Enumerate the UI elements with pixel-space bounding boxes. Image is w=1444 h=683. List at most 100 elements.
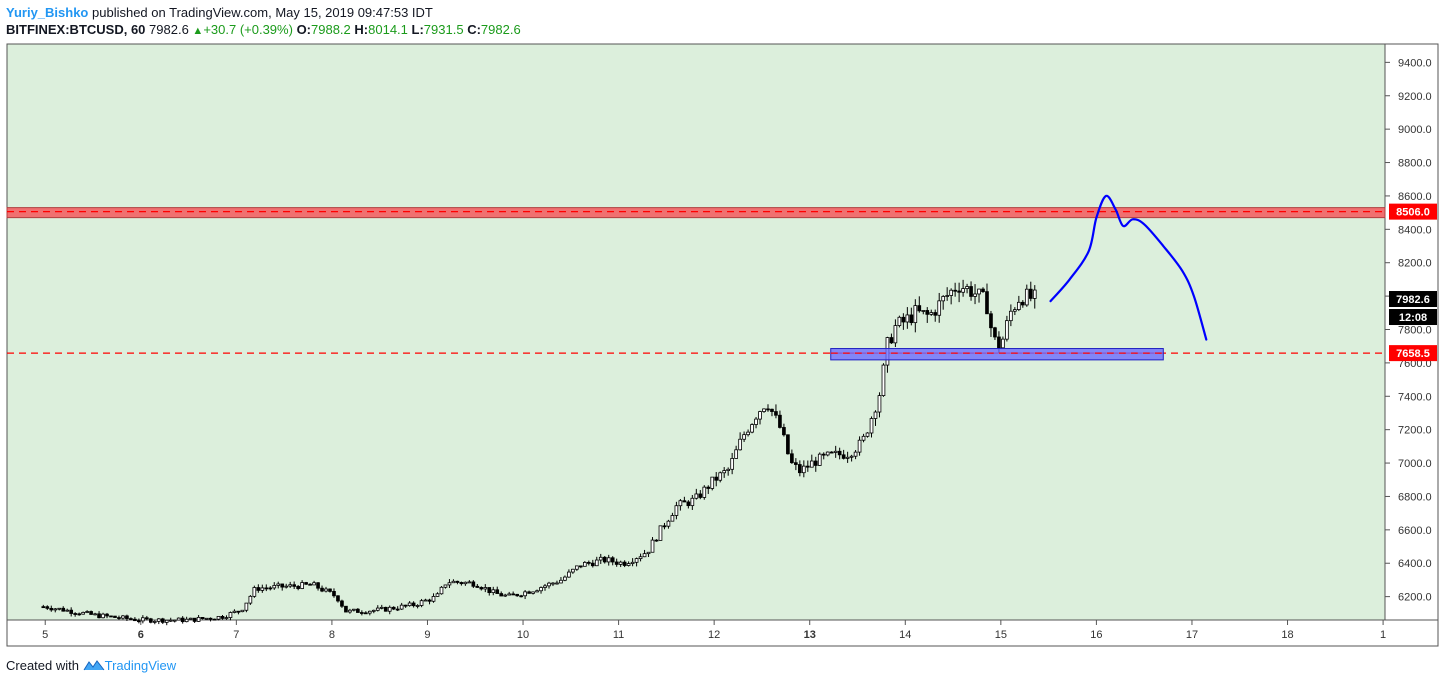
candle <box>917 296 922 313</box>
candle-body <box>328 588 332 592</box>
candle-body <box>973 293 977 297</box>
candle-body <box>889 337 894 344</box>
candle <box>698 490 703 500</box>
candle-body <box>662 525 667 528</box>
candle <box>786 434 790 455</box>
candle <box>244 602 249 613</box>
candle-body <box>1009 310 1013 322</box>
candle-body <box>658 525 663 541</box>
candle-body <box>567 571 571 578</box>
candle-body <box>360 612 364 614</box>
candle-body <box>292 584 296 587</box>
candle-body <box>73 613 78 615</box>
candle <box>734 445 738 459</box>
y-tick-label: 7000.0 <box>1398 458 1432 470</box>
y-tick-label: 7200.0 <box>1398 425 1432 437</box>
candle <box>670 512 675 522</box>
candle <box>746 429 750 437</box>
candle <box>957 282 961 303</box>
candle <box>1009 304 1013 327</box>
candle <box>774 404 778 419</box>
author-link[interactable]: Yuriy_Bishko <box>6 5 89 20</box>
candle <box>85 610 89 614</box>
x-tick-label: 1 <box>1380 629 1386 641</box>
candle <box>49 605 54 612</box>
candle <box>391 606 396 611</box>
candle <box>869 416 874 438</box>
resistance-zone[interactable] <box>6 207 1386 219</box>
candle-body <box>383 606 388 612</box>
candle-body <box>654 539 659 542</box>
candle-body <box>379 606 384 609</box>
candle-body <box>682 500 687 503</box>
candle-body <box>503 594 508 597</box>
tradingview-brand-link[interactable]: TradingView <box>104 658 177 673</box>
candle-body <box>594 559 599 567</box>
candle <box>937 292 942 323</box>
countdown-tag: 12:08 <box>1399 312 1427 324</box>
support-zone[interactable] <box>830 348 1164 361</box>
y-tick-label: 8600.0 <box>1398 191 1432 203</box>
candle <box>929 309 934 316</box>
candle-body <box>1005 320 1009 340</box>
resistance-price-tag: 8506.0 <box>1396 207 1430 219</box>
candle <box>395 606 400 612</box>
candle-body <box>913 305 918 324</box>
candle <box>427 598 432 605</box>
candle-body <box>817 453 822 466</box>
candle <box>809 454 814 468</box>
candle-body <box>901 316 906 323</box>
candle <box>949 288 953 305</box>
x-tick-label: 11 <box>613 629 624 641</box>
candle-body <box>495 589 500 594</box>
candle <box>782 423 786 437</box>
candle <box>1020 300 1025 308</box>
candle <box>1017 295 1021 312</box>
projection-curve[interactable] <box>1049 194 1208 341</box>
candle <box>471 580 476 588</box>
candle <box>921 310 926 315</box>
candle-body <box>1020 301 1025 306</box>
candle <box>224 615 229 620</box>
candle-body <box>539 587 543 592</box>
candle <box>248 595 253 605</box>
candle-body <box>666 520 671 527</box>
candle <box>686 500 691 509</box>
candle-body <box>853 451 858 457</box>
candle <box>308 583 312 586</box>
candle <box>284 583 289 589</box>
up-arrow-icon: ▲ <box>192 25 204 37</box>
candle-body <box>232 610 237 613</box>
candle-body <box>1013 309 1017 312</box>
candle <box>240 609 245 613</box>
candle-body <box>606 557 611 563</box>
candle <box>905 307 910 329</box>
candle-body <box>487 587 492 594</box>
candle <box>738 432 742 451</box>
candle-body <box>89 611 93 615</box>
candle <box>196 614 201 622</box>
candle <box>861 433 866 443</box>
candle-body <box>698 493 703 498</box>
low-value: 7931.5 <box>423 22 464 37</box>
time-axis[interactable] <box>6 619 1439 647</box>
candle <box>435 592 440 597</box>
x-tick-label: 5 <box>42 629 48 641</box>
candle-body <box>738 438 742 451</box>
candle <box>73 612 78 617</box>
candle <box>1032 285 1037 309</box>
candle <box>531 591 535 595</box>
plot-area[interactable] <box>6 43 1386 621</box>
candle <box>81 611 85 615</box>
candle-body <box>614 561 619 565</box>
candle <box>511 591 515 596</box>
candle <box>348 608 352 614</box>
candle-body <box>849 455 854 458</box>
candle-body <box>857 439 862 453</box>
candle-body <box>172 619 177 622</box>
candle-body <box>41 606 46 609</box>
candle <box>730 452 734 475</box>
candle-body <box>590 562 595 567</box>
candle-body <box>630 561 635 564</box>
